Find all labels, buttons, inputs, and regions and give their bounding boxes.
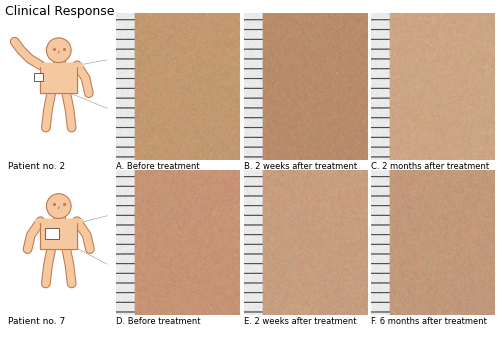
Polygon shape: [40, 219, 77, 249]
Text: B. 2 weeks after treatment: B. 2 weeks after treatment: [244, 162, 356, 171]
Polygon shape: [35, 219, 82, 222]
Bar: [53, 59, 64, 63]
Text: C. 2 months after treatment: C. 2 months after treatment: [371, 162, 489, 171]
Text: Clinical Response: Clinical Response: [5, 5, 114, 18]
Text: A. Before treatment: A. Before treatment: [116, 162, 200, 171]
Bar: [45, 227, 59, 239]
Text: E. 2 weeks after treatment: E. 2 weeks after treatment: [244, 317, 356, 326]
Circle shape: [46, 38, 71, 63]
Polygon shape: [35, 63, 82, 66]
Text: D. Before treatment: D. Before treatment: [116, 317, 200, 326]
Text: F. 6 months after treatment: F. 6 months after treatment: [371, 317, 487, 326]
Bar: [34, 73, 43, 81]
Text: Patient no. 2: Patient no. 2: [8, 162, 64, 171]
Circle shape: [46, 194, 71, 218]
Text: Patient no. 7: Patient no. 7: [8, 317, 65, 326]
Polygon shape: [40, 63, 77, 93]
Bar: [53, 215, 64, 219]
